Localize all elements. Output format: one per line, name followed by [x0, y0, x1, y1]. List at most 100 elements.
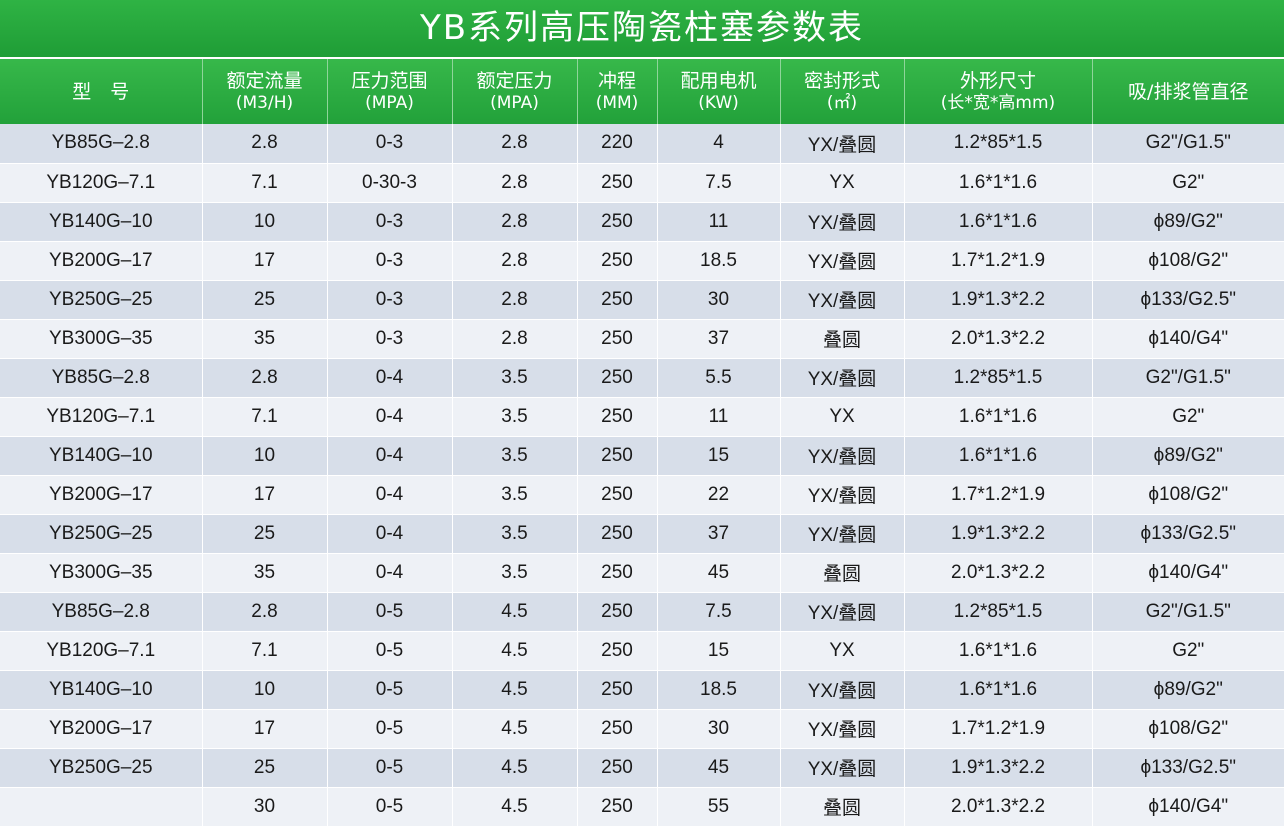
table-row: YB120G–7.1 7.1 0-4 3.5 250 11 YX 1.6*1*1.6 G2"	[0, 397, 1284, 437]
table-cell: 30	[202, 787, 328, 827]
table-row: YB250G–25 25 0-5 4.5 250 45 YX/叠圆 1.9*1.3*2.2 ϕ1…	[0, 748, 1284, 788]
table-cell: YB85G–2.8	[0, 592, 203, 632]
table-row: YB120G–7.1 7.1 0-30-3 2.8 250 7.5 YX 1.6*1*1.6 G…	[0, 163, 1284, 203]
column-header: 吸/排浆管直径	[1092, 57, 1284, 124]
table-cell: 7.1	[202, 397, 328, 437]
table-cell: 2.8	[452, 124, 578, 164]
table-row: YB140G–10 10 0-4 3.5 250 15 YX/叠圆 1.6*1*1.6 ϕ89/…	[0, 436, 1284, 476]
table-cell: 25	[202, 748, 328, 788]
table-cell: 250	[577, 631, 658, 671]
column-header-label: 外形尺寸	[959, 69, 1036, 92]
table-cell: 0-5	[327, 670, 453, 710]
table-cell: YX/叠圆	[780, 709, 905, 749]
table-cell: 1.6*1*1.6	[904, 202, 1093, 242]
table-cell: 2.8	[452, 163, 578, 203]
table-cell: 7.5	[657, 163, 781, 203]
table-cell: 1.6*1*1.6	[904, 163, 1093, 203]
table-cell: 2.8	[452, 319, 578, 359]
column-header-label: 型 号	[72, 80, 130, 103]
table-row: YB85G–2.8 2.8 0-3 2.8 220 4 YX/叠圆 1.2*85*1.5 G2"…	[0, 124, 1284, 164]
table-cell: 5.5	[657, 358, 781, 398]
table-cell: YB140G–10	[0, 202, 203, 242]
table-cell: YX/叠圆	[780, 241, 905, 281]
column-header: 外形尺寸 (长*宽*高mm)	[904, 57, 1093, 124]
table-cell: 2.8	[202, 592, 328, 632]
table-cell: YX/叠圆	[780, 748, 905, 788]
table-cell: 0-5	[327, 709, 453, 749]
table-cell: 250	[577, 475, 658, 515]
table-cell: 4	[657, 124, 781, 164]
table-cell: 37	[657, 319, 781, 359]
table-cell: ϕ108/G2"	[1092, 709, 1284, 749]
table-cell: 1.2*85*1.5	[904, 592, 1093, 632]
table-cell: 2.0*1.3*2.2	[904, 553, 1093, 593]
table-cell: YX/叠圆	[780, 592, 905, 632]
table-cell: G2"/G1.5"	[1092, 358, 1284, 398]
column-header-label: 吸/排浆管直径	[1128, 80, 1249, 103]
table-cell: YX/叠圆	[780, 202, 905, 242]
table-cell: ϕ108/G2"	[1092, 241, 1284, 281]
table-cell: ϕ89/G2"	[1092, 202, 1284, 242]
table-cell: YX/叠圆	[780, 280, 905, 320]
table-cell: G2"/G1.5"	[1092, 592, 1284, 632]
column-header-label: 冲程	[597, 69, 636, 92]
table-cell: 25	[202, 514, 328, 554]
table-cell: 18.5	[657, 670, 781, 710]
table-cell: 3.5	[452, 436, 578, 476]
column-header-unit: (MPA)	[365, 92, 414, 113]
table-cell: 1.7*1.2*1.9	[904, 709, 1093, 749]
table-cell: 2.8	[452, 241, 578, 281]
table-cell: 0-5	[327, 592, 453, 632]
table-cell: 4.5	[452, 709, 578, 749]
column-header: 额定流量 (M3/H)	[202, 57, 328, 124]
table-cell: 250	[577, 241, 658, 281]
table-cell: 1.6*1*1.6	[904, 436, 1093, 476]
table-cell: 1.9*1.3*2.2	[904, 514, 1093, 554]
table-cell: 250	[577, 514, 658, 554]
column-header-unit: (长*宽*高mm)	[940, 92, 1056, 113]
page-title: YB系列高压陶瓷柱塞参数表	[0, 0, 1284, 57]
table-row: YB120G–7.1 7.1 0-5 4.5 250 15 YX 1.6*1*1.6 G2"	[0, 631, 1284, 671]
table-cell: 15	[657, 436, 781, 476]
table-cell: 1.6*1*1.6	[904, 631, 1093, 671]
table-cell: 25	[202, 280, 328, 320]
table-cell: 2.0*1.3*2.2	[904, 787, 1093, 827]
table-cell: YB140G–10	[0, 670, 203, 710]
table-cell: ϕ133/G2.5"	[1092, 280, 1284, 320]
table-cell: 250	[577, 670, 658, 710]
column-header-label: 额定流量	[226, 69, 303, 92]
table-cell: ϕ133/G2.5"	[1092, 748, 1284, 788]
table-cell: 22	[657, 475, 781, 515]
table-cell: 3.5	[452, 358, 578, 398]
table-cell: 45	[657, 748, 781, 788]
table-row: 30 0-5 4.5 250 55 叠圆 2.0*1.3*2.2 ϕ140/G4"	[0, 787, 1284, 827]
table-cell: YB300G–35	[0, 319, 203, 359]
table-cell: ϕ140/G4"	[1092, 787, 1284, 827]
table-cell: G2"/G1.5"	[1092, 124, 1284, 164]
table-cell: 250	[577, 202, 658, 242]
table-cell: 45	[657, 553, 781, 593]
table-cell: 0-4	[327, 436, 453, 476]
table-cell: 3.5	[452, 514, 578, 554]
table-cell: 1.9*1.3*2.2	[904, 280, 1093, 320]
table-cell: ϕ89/G2"	[1092, 436, 1284, 476]
table-cell: 2.8	[452, 280, 578, 320]
table-cell: 0-4	[327, 475, 453, 515]
table-row: YB300G–35 35 0-4 3.5 250 45 叠圆 2.0*1.3*2.2 ϕ140/…	[0, 553, 1284, 593]
column-header: 额定压力 (MPA)	[452, 57, 578, 124]
table-cell: ϕ89/G2"	[1092, 670, 1284, 710]
column-header: 压力范围 (MPA)	[327, 57, 453, 124]
table-cell: 4.5	[452, 670, 578, 710]
table-cell: YX/叠圆	[780, 475, 905, 515]
table-cell: 1.2*85*1.5	[904, 124, 1093, 164]
table-cell: 4.5	[452, 787, 578, 827]
table-cell: 7.1	[202, 163, 328, 203]
table-cell: 7.1	[202, 631, 328, 671]
table-cell: 250	[577, 319, 658, 359]
column-header-label: 配用电机	[680, 69, 757, 92]
table-cell: 250	[577, 592, 658, 632]
table-cell: 0-3	[327, 319, 453, 359]
table-cell: 3.5	[452, 397, 578, 437]
table-cell: 2.0*1.3*2.2	[904, 319, 1093, 359]
table-cell: 0-5	[327, 787, 453, 827]
